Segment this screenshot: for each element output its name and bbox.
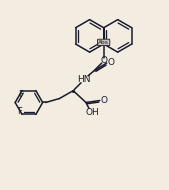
Text: Abs: Abs	[98, 40, 109, 45]
Text: O: O	[100, 56, 107, 65]
Text: HN: HN	[77, 75, 91, 84]
Text: F: F	[18, 90, 22, 99]
Text: OH: OH	[85, 108, 99, 117]
Text: F: F	[17, 107, 21, 116]
Text: O: O	[100, 96, 107, 105]
Text: O: O	[107, 58, 114, 66]
